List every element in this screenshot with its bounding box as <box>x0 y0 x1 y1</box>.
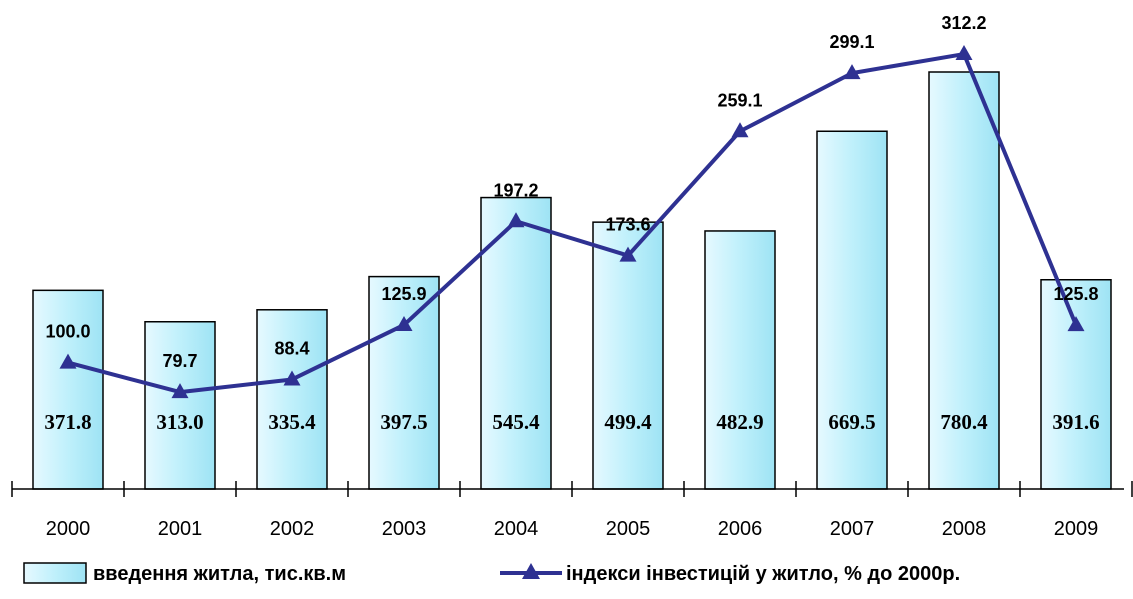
bar-value-label-2008: 780.4 <box>940 410 988 434</box>
line-value-label-2004: 197.2 <box>493 180 538 200</box>
bar-value-label-2005: 499.4 <box>604 410 652 434</box>
line-value-label-2007: 299.1 <box>829 32 874 52</box>
legend-bar-swatch <box>23 562 87 584</box>
line-marker-2004 <box>507 212 525 228</box>
legend: введення житла, тис.кв.м індекси інвести… <box>23 562 960 585</box>
x-tick-label-2002: 2002 <box>270 518 315 540</box>
line-marker-2008 <box>955 45 973 61</box>
line-marker-2001 <box>171 383 189 399</box>
bar-2006 <box>704 230 776 490</box>
bar-value-label-2006: 482.9 <box>716 410 763 434</box>
bar-2009 <box>1040 279 1112 490</box>
bar-value-label-2007: 669.5 <box>828 410 875 434</box>
line-value-label-2002: 88.4 <box>274 338 309 358</box>
bar-value-label-2002: 335.4 <box>268 410 316 434</box>
bar-2005 <box>592 221 664 490</box>
bar-value-label-2003: 397.5 <box>380 410 427 434</box>
line-series: 100.0 79.7 88.4 125.9 197.2 173.6 259.1 299.1 31… <box>45 13 1099 399</box>
legend-line-label: індекси інвестицій у житло, % до 2000р. <box>566 563 960 585</box>
bar-2004 <box>480 196 552 490</box>
line-value-label-2000: 100.0 <box>45 322 90 342</box>
line-value-label-2006: 259.1 <box>717 90 762 110</box>
x-tick-label-2008: 2008 <box>942 518 987 540</box>
bar-value-label-2009: 391.6 <box>1052 410 1099 434</box>
x-tick-label-2005: 2005 <box>606 518 651 540</box>
line-value-label-2005: 173.6 <box>605 215 650 235</box>
line-marker-2002 <box>283 370 301 386</box>
line-value-label-2003: 125.9 <box>381 284 426 304</box>
x-tick-label-2006: 2006 <box>718 518 763 540</box>
line-marker-2007 <box>843 64 861 80</box>
line-value-label-2009: 125.8 <box>1053 284 1098 304</box>
line-marker-2005 <box>619 246 637 262</box>
bar-2007 <box>816 130 888 490</box>
line-marker-2003 <box>395 315 413 331</box>
x-tick-label-2004: 2004 <box>494 518 539 540</box>
bar-value-label-2001: 313.0 <box>156 410 203 434</box>
line-marker-2006 <box>731 122 749 138</box>
bar-value-label-2000: 371.8 <box>44 410 91 434</box>
bar-2002 <box>256 309 328 490</box>
x-tick-label-2009: 2009 <box>1054 518 1099 540</box>
line-path <box>67 52 1078 395</box>
line-marker-2009 <box>1067 316 1085 332</box>
x-axis: 2000 2001 2002 2003 2004 2005 2006 2007 2008 2009 <box>11 481 1133 540</box>
line-marker-2000 <box>59 353 77 369</box>
x-tick-label-2001: 2001 <box>158 518 203 540</box>
line-value-label-2008: 312.2 <box>941 13 986 33</box>
bar-2008 <box>928 71 1000 490</box>
x-tick-label-2003: 2003 <box>382 518 427 540</box>
bar-2003 <box>368 275 440 490</box>
line-value-label-2001: 79.7 <box>162 351 197 371</box>
legend-line-marker <box>522 563 540 579</box>
x-tick-label-2007: 2007 <box>830 518 875 540</box>
bar-series: 371.8 313.0 335.4 397.5 545.4 499.4 482.9 669.5… <box>32 71 1112 490</box>
bar-2000 <box>32 289 104 490</box>
bar-value-label-2004: 545.4 <box>492 410 540 434</box>
legend-bar-label: введення житла, тис.кв.м <box>93 563 346 585</box>
bar-2001 <box>144 321 216 490</box>
x-tick-label-2000: 2000 <box>46 518 91 540</box>
